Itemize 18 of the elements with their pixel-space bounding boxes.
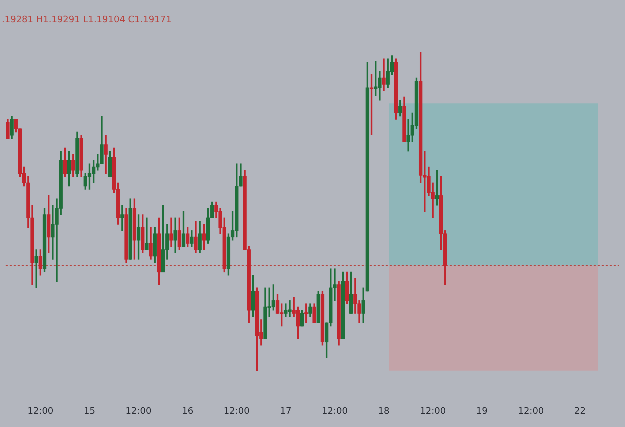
candlestick [382, 58, 386, 92]
x-tick-label: 12:00 [28, 406, 54, 417]
x-tick-label: 12:00 [518, 406, 544, 417]
x-tick-label: 22 [574, 406, 586, 417]
candlestick [170, 218, 174, 248]
x-tick-label: 17 [280, 406, 292, 417]
candlestick [120, 205, 124, 232]
x-tick-label: 12:00 [224, 406, 250, 417]
candlestick [288, 300, 292, 318]
x-tick-label: 12:00 [322, 406, 348, 417]
x-tick-label: 12:00 [420, 406, 446, 417]
candlestick [145, 218, 149, 250]
x-tick-label: 18 [378, 406, 390, 417]
x-tick-label: 19 [476, 406, 488, 417]
x-tick-label: 15 [84, 406, 96, 417]
text: .19281 H1.19291 L1.19104 C1.19171 [2, 15, 172, 26]
x-tick-label: 12:00 [126, 406, 152, 417]
x-tick-label: 16 [182, 406, 194, 417]
